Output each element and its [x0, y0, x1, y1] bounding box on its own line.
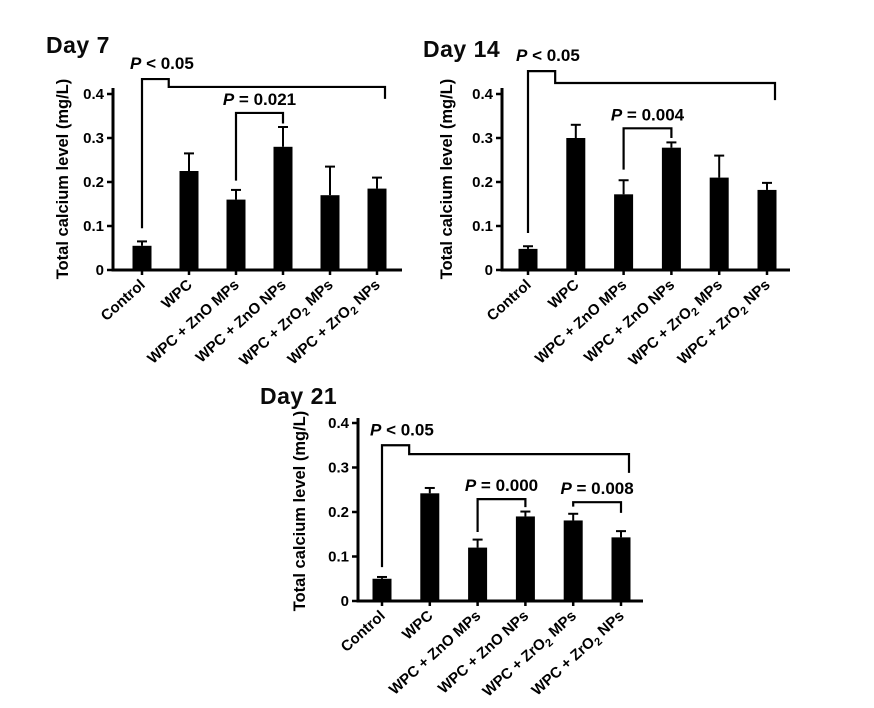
chart-day-21: P < 0.05 P = 0.000 P = 0.008 Control WPC WPC …: [291, 411, 643, 701]
significance-bracket-pair: [622, 127, 673, 170]
p-value-label: P = 0.004: [611, 105, 685, 124]
x-category-label-1: WPC: [545, 276, 583, 312]
y-axis-title: Total calcium level (mg/L): [291, 411, 309, 612]
p-value-label: P < 0.05: [130, 54, 194, 73]
bar-0: [518, 248, 538, 270]
bar-5: [757, 189, 777, 270]
significance-bracket-main: [140, 77, 387, 229]
bar-2: [614, 194, 634, 270]
bar-3: [273, 146, 293, 270]
y-tick-label-3: 0.3: [328, 460, 349, 477]
significance-bracket-main: [380, 444, 631, 568]
bar-1: [420, 493, 440, 601]
y-tick-label-1: 0.1: [472, 218, 493, 235]
bar-5: [611, 537, 631, 601]
bar-1: [179, 171, 199, 270]
x-category-label-5: WPC + ZrO2 NPs: [284, 276, 385, 370]
p-value-label: P = 0.021: [223, 90, 296, 109]
bar-3: [661, 147, 681, 270]
bar-5: [367, 188, 387, 270]
day14-chart-title: Day 14: [423, 36, 501, 62]
y-tick-label-2: 0.2: [83, 174, 104, 191]
y-tick-label-4: 0.4: [83, 86, 105, 103]
x-category-label-0: Control: [98, 276, 149, 324]
y-tick-label-2: 0.2: [328, 504, 349, 521]
significance-bracket-pair: [476, 497, 527, 533]
y-tick-label-1: 0.1: [328, 549, 349, 566]
day21-chart-title: Day 21: [260, 383, 338, 409]
significance-bracket-pair: [234, 111, 285, 181]
p-value-label: P = 0.008: [560, 479, 633, 498]
bar-2: [226, 199, 246, 270]
y-tick-label-4: 0.4: [472, 86, 494, 103]
bar-4: [320, 195, 340, 270]
y-tick-label-3: 0.3: [83, 130, 104, 147]
y-axis-title: Total calcium level (mg/L): [438, 79, 456, 280]
x-category-label-5: WPC + ZrO2 NPs: [674, 276, 775, 370]
bar-2: [468, 547, 488, 601]
bar-4: [709, 177, 729, 270]
y-tick-label-0: 0: [341, 593, 349, 610]
bar-3: [515, 516, 535, 601]
bar-1: [566, 138, 586, 270]
y-tick-label-3: 0.3: [472, 130, 493, 147]
significance-bracket-pair: [572, 501, 623, 513]
significance-bracket-main: [526, 70, 777, 234]
y-tick-label-1: 0.1: [83, 218, 104, 235]
x-category-label-1: WPC: [158, 276, 196, 312]
bar-4: [563, 520, 583, 601]
x-category-label-0: Control: [484, 276, 535, 324]
y-tick-label-2: 0.2: [472, 174, 493, 191]
x-category-label-0: Control: [338, 607, 389, 655]
bar-0: [132, 245, 152, 270]
bar-0: [372, 578, 392, 601]
p-value-label: P = 0.000: [465, 476, 538, 495]
y-tick-label-4: 0.4: [328, 415, 350, 432]
y-tick-label-0: 0: [96, 262, 104, 279]
x-category-label-1: WPC: [399, 607, 437, 643]
x-category-label-5: WPC + ZrO2 NPs: [528, 607, 629, 701]
y-tick-label-0: 0: [485, 262, 493, 279]
p-value-label: P < 0.05: [370, 420, 434, 439]
y-axis-title: Total calcium level (mg/L): [54, 79, 72, 280]
day7-chart-title: Day 7: [46, 32, 110, 58]
p-value-label: P < 0.05: [516, 46, 580, 65]
